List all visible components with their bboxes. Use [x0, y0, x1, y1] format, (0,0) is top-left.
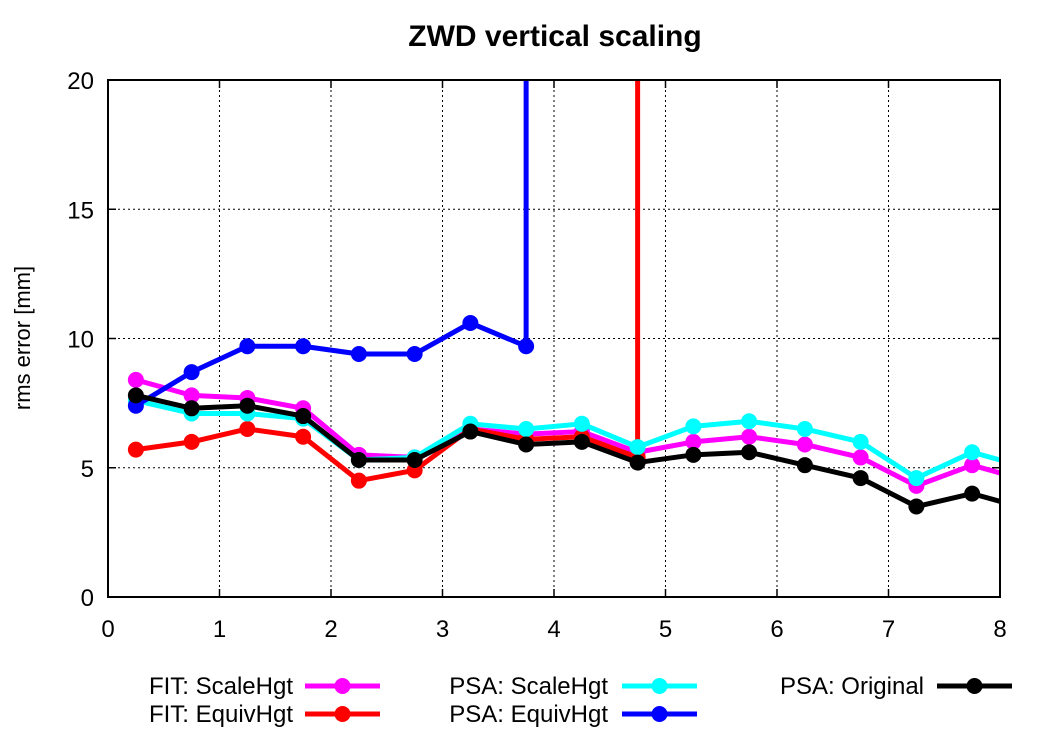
data-point [350, 346, 367, 363]
data-point [295, 408, 312, 425]
data-point [183, 387, 200, 404]
x-tick-label: 4 [547, 616, 560, 643]
data-point [183, 400, 200, 417]
data-point [685, 446, 702, 463]
x-tick-label: 1 [213, 616, 226, 643]
x-tick-label: 5 [659, 616, 672, 643]
data-point [462, 314, 479, 331]
y-tick-label: 10 [67, 327, 94, 354]
data-point [127, 387, 144, 404]
data-point [852, 470, 869, 487]
data-point [183, 364, 200, 381]
legend-item: PSA: Original [780, 673, 1012, 700]
legend-label: PSA: Original [780, 673, 924, 700]
data-point [573, 433, 590, 450]
legend-marker-swatch [334, 706, 351, 722]
data-point [406, 451, 423, 468]
data-point [350, 472, 367, 489]
legend-item: FIT: ScaleHgt [149, 673, 380, 700]
data-point [908, 498, 925, 515]
data-point [741, 428, 758, 445]
x-tick-label: 8 [993, 616, 1006, 643]
data-point [852, 433, 869, 450]
data-point [127, 371, 144, 388]
legend-marker-swatch [651, 706, 668, 722]
y-tick-label: 15 [67, 197, 94, 224]
tick-labels: 0 1 2 3 4 5 6 7 8 0 5 10 15 20 [67, 68, 1006, 643]
plot-frame [107, 79, 1001, 598]
gridlines [107, 79, 1001, 598]
x-tick-label: 6 [770, 616, 783, 643]
legend-label: PSA: ScaleHgt [449, 673, 608, 700]
series-lines [127, 80, 1000, 515]
y-tick-label: 5 [81, 456, 94, 483]
data-point [239, 397, 256, 414]
legend-label: PSA: EquivHgt [449, 701, 608, 728]
data-point [295, 338, 312, 355]
data-point [239, 338, 256, 355]
legend-marker-swatch [651, 678, 668, 694]
data-point [239, 420, 256, 437]
data-point [796, 457, 813, 474]
data-point [741, 444, 758, 461]
series-psa-original [127, 387, 1000, 515]
data-point [685, 433, 702, 450]
legend-marker-swatch [966, 678, 983, 694]
data-point [629, 454, 646, 471]
y-tick-label: 20 [67, 68, 94, 95]
x-tick-label: 3 [436, 616, 449, 643]
legend-marker-swatch [334, 678, 351, 694]
data-point [462, 423, 479, 440]
data-point [964, 485, 981, 502]
series-line [135, 80, 641, 484]
data-point [350, 451, 367, 468]
x-tick-label: 2 [324, 616, 337, 643]
chart-title: ZWD vertical scaling [408, 20, 701, 53]
data-point [852, 449, 869, 466]
x-tick-label: 0 [101, 616, 114, 643]
legend-label: FIT: ScaleHgt [149, 673, 293, 700]
data-point [629, 439, 646, 456]
x-tick-label: 7 [882, 616, 895, 643]
data-point [127, 441, 144, 458]
data-point [741, 413, 758, 430]
data-point [183, 433, 200, 450]
legend-item: FIT: EquivHgt [149, 701, 380, 728]
data-point [964, 444, 981, 461]
data-point [518, 338, 535, 355]
legend-item: PSA: EquivHgt [449, 701, 697, 728]
data-point [518, 436, 535, 453]
data-point [796, 436, 813, 453]
data-point [685, 418, 702, 435]
data-point [406, 346, 423, 363]
data-point [908, 470, 925, 487]
data-point [518, 420, 535, 437]
data-point [964, 457, 981, 474]
data-point [796, 420, 813, 437]
data-point [573, 415, 590, 432]
y-tick-label: 0 [81, 585, 94, 612]
legend-item: PSA: ScaleHgt [449, 673, 697, 700]
y-axis-label: rms error [mm] [10, 266, 35, 410]
legend-label: FIT: EquivHgt [149, 701, 293, 728]
data-point [295, 428, 312, 445]
